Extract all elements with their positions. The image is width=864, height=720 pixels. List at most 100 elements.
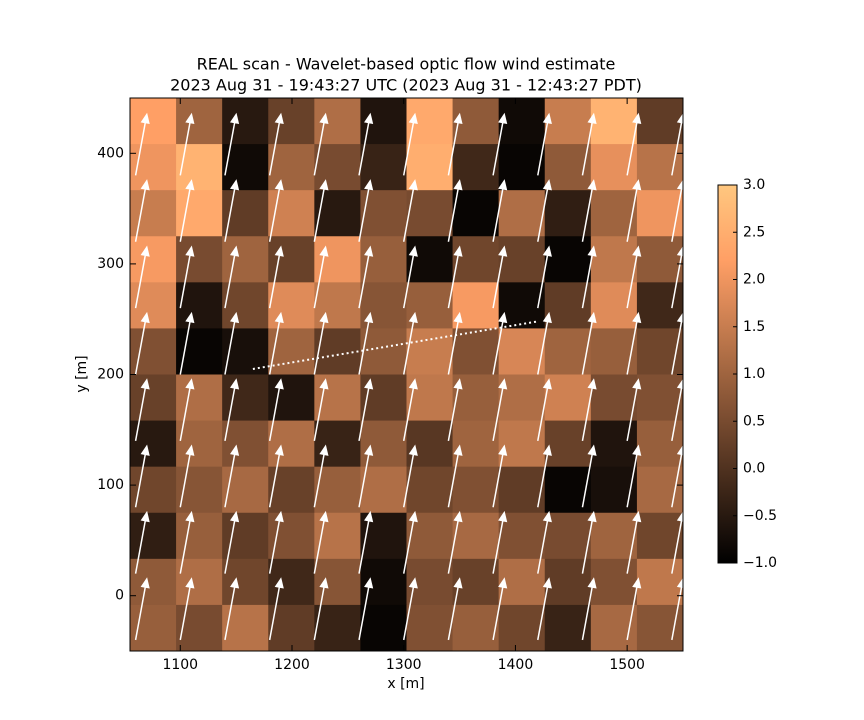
wind-arrow — [492, 179, 508, 242]
wind-arrow — [358, 245, 374, 309]
heat-cell — [130, 420, 177, 468]
wind-arrow — [358, 311, 374, 375]
wind-arrow — [671, 378, 686, 441]
wind-arrow — [537, 311, 552, 375]
heat-cell — [498, 328, 546, 375]
wind-arrow — [224, 444, 240, 508]
heat-cell — [452, 190, 500, 237]
heat-cell — [498, 190, 546, 237]
heat-cell — [406, 236, 454, 283]
heat-cell — [544, 374, 592, 422]
colorbar-tick-label: 1.5 — [743, 319, 765, 335]
wind-arrow — [447, 577, 463, 641]
wind-arrow — [492, 577, 508, 641]
heat-cell — [452, 604, 500, 652]
heat-cell — [544, 190, 592, 237]
wind-arrow — [537, 179, 552, 242]
heat-cell — [314, 190, 361, 237]
heat-cell — [268, 558, 315, 606]
heat-cell — [176, 144, 223, 191]
heat-cell — [130, 466, 177, 514]
y-tick-label: 0 — [115, 588, 124, 604]
wind-arrow — [626, 245, 642, 309]
heat-cell — [360, 144, 407, 191]
wind-arrow — [313, 444, 329, 508]
wind-arrow — [581, 245, 597, 309]
wind-arrow — [224, 510, 240, 574]
wind-arrow — [179, 444, 195, 508]
wind-arrow — [268, 311, 284, 375]
heat-cell — [544, 236, 592, 283]
wind-arrow — [447, 311, 463, 375]
colorbar-tick-label: 3.0 — [743, 177, 765, 193]
wind-arrow — [358, 112, 374, 176]
heat-cell — [544, 420, 592, 468]
wind-arrow — [134, 179, 150, 242]
wind-arrow — [492, 311, 508, 375]
heat-cell — [360, 190, 407, 237]
heat-cell — [406, 466, 454, 514]
heat-cell — [636, 466, 684, 514]
colorbar-tick-label: 0.5 — [743, 413, 765, 429]
wind-arrow — [402, 510, 418, 574]
wind-arrow — [402, 112, 418, 176]
heat-cell — [636, 190, 684, 237]
heat-cell — [176, 236, 223, 283]
y-tick-label: 300 — [97, 256, 124, 272]
wind-arrow — [268, 577, 284, 641]
wind-arrow — [179, 112, 195, 176]
heat-cell — [268, 98, 315, 145]
heat-cell — [590, 512, 638, 560]
wind-arrow — [313, 311, 329, 375]
heat-cell — [636, 374, 684, 422]
wind-arrow — [134, 311, 150, 375]
wind-arrow — [179, 179, 195, 242]
track-line — [252, 320, 538, 370]
colorbar-tick-label: 2.0 — [743, 272, 765, 288]
wind-arrow — [402, 179, 418, 242]
y-tick-label: 400 — [97, 145, 124, 161]
heat-cell — [406, 190, 454, 237]
wind-arrow — [581, 112, 597, 176]
wind-arrow — [402, 444, 418, 508]
heat-cell — [130, 190, 177, 237]
chart-subtitle: 2023 Aug 31 - 19:43:27 UTC (2023 Aug 31 … — [170, 76, 642, 95]
heat-cell — [636, 512, 684, 560]
wind-arrow — [447, 179, 463, 242]
heat-cell — [314, 466, 361, 514]
heat-cell — [544, 98, 592, 145]
wind-arrow — [134, 577, 150, 641]
wind-arrow — [447, 510, 463, 574]
heat-cell — [406, 328, 454, 375]
wind-arrow — [179, 245, 195, 309]
heat-cell — [452, 236, 500, 283]
wind-arrow — [134, 444, 150, 508]
wind-arrow — [268, 444, 284, 508]
wind-arrow — [358, 378, 374, 441]
wind-arrow — [626, 577, 642, 641]
wind-arrow — [402, 311, 418, 375]
heat-cell — [176, 374, 223, 422]
wind-arrow — [224, 378, 240, 441]
wind-arrow — [581, 179, 597, 242]
wind-arrow — [134, 378, 150, 441]
wind-arrow — [179, 577, 195, 641]
heat-cell — [130, 328, 177, 375]
x-tick-label: 1400 — [498, 657, 534, 673]
wind-arrow — [224, 112, 240, 176]
wind-arrow — [179, 378, 195, 441]
wind-arrow — [537, 444, 552, 508]
wind-arrow — [134, 112, 150, 176]
heat-cell — [176, 512, 223, 560]
heat-cell — [636, 420, 684, 468]
y-axis-label: y [m] — [74, 355, 90, 392]
colorbar-tick-label: −1.0 — [743, 555, 777, 571]
wind-arrow — [447, 444, 463, 508]
heat-cell — [498, 604, 546, 652]
wind-arrow — [581, 311, 597, 375]
wind-arrow — [671, 510, 686, 574]
heat-cell — [176, 604, 223, 652]
x-tick-label: 1100 — [162, 657, 198, 673]
heat-cell — [360, 604, 407, 652]
wind-arrow — [581, 444, 597, 508]
